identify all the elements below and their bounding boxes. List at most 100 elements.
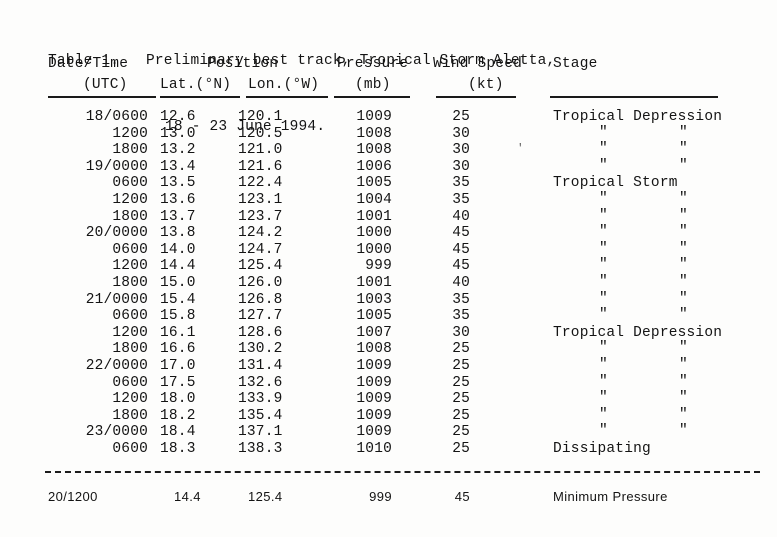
- ditto-icon: ": [599, 340, 608, 357]
- cell-stage-ditto: " ": [553, 190, 773, 208]
- cell-stage-ditto: " ": [553, 340, 773, 357]
- ditto-icon: ": [679, 307, 688, 324]
- cell-latitude: 18.2: [160, 407, 196, 424]
- cell-stage-ditto: " ": [553, 390, 773, 407]
- cell-longitude: 121.0: [238, 142, 283, 159]
- summary-stage: Minimum Pressure: [553, 489, 668, 504]
- cell-pressure: 1001: [356, 208, 392, 225]
- ditto-icon: ": [679, 373, 688, 390]
- cell-wind-speed: 25: [452, 341, 470, 358]
- cell-wind-speed: 25: [452, 407, 470, 424]
- column-header-pressure-unit: (mb): [355, 77, 391, 93]
- header-rule-wind: [436, 96, 516, 98]
- cell-longitude: 122.4: [238, 175, 283, 192]
- cell-datetime: 1800: [112, 274, 148, 291]
- column-header-latitude: Lat.(°N): [160, 77, 232, 93]
- cell-latitude: 13.4: [160, 158, 196, 175]
- cell-wind-speed: 45: [452, 225, 470, 242]
- cell-datetime: 1200: [112, 391, 148, 408]
- ditto-icon: ": [599, 190, 608, 207]
- header-rule-latitude: [160, 96, 240, 98]
- cell-stage-ditto: " ": [553, 240, 773, 258]
- cell-datetime: 1800: [112, 208, 148, 225]
- ditto-icon: ": [679, 157, 688, 174]
- cell-longitude: 138.3: [238, 440, 283, 457]
- cell-datetime: 23/0000: [85, 424, 148, 441]
- table-row: 0600 18.3 138.3 1010 25 Dissipating: [0, 441, 777, 458]
- ditto-icon: ": [599, 390, 608, 407]
- cell-pressure: 1009: [356, 407, 392, 424]
- ditto-icon: ": [599, 356, 608, 373]
- ditto-icon: ": [679, 224, 688, 241]
- table-caption: Table 1. Preliminary best track, Tropica…: [48, 6, 555, 182]
- cell-latitude: 16.6: [160, 341, 196, 358]
- cell-stage-ditto: " ": [553, 257, 773, 274]
- cell-longitude: 127.7: [238, 308, 283, 325]
- cell-datetime: 0600: [112, 241, 148, 258]
- cell-stage-ditto: " ": [553, 207, 773, 225]
- header-rule-datetime: [48, 96, 156, 98]
- ditto-icon: ": [679, 273, 688, 290]
- caption-line-1: Table 1. Preliminary best track, Tropica…: [48, 50, 555, 72]
- table-row: 1200 13.6 123.1 1004 35 " ": [0, 190, 777, 209]
- cell-stage-ditto: " ": [553, 125, 773, 142]
- table-row: 22/0000 17.0 131.4 1009 25 " ": [0, 356, 777, 375]
- cell-pressure: 1010: [356, 440, 392, 457]
- header-rule-pressure: [334, 96, 410, 98]
- cell-latitude: 13.2: [160, 142, 196, 159]
- table-number-label: Table 1.: [48, 53, 120, 69]
- cell-pressure: 1009: [356, 391, 392, 408]
- cell-wind-speed: 35: [452, 175, 470, 192]
- cell-latitude: 16.1: [160, 324, 196, 341]
- cell-wind-speed: 30: [452, 125, 470, 142]
- cell-latitude: 18.0: [160, 391, 196, 408]
- cell-wind-speed: 35: [452, 191, 470, 208]
- cell-stage-ditto: " ": [553, 307, 773, 324]
- cell-wind-speed: 35: [452, 291, 470, 308]
- cell-longitude: 126.0: [238, 274, 283, 291]
- ditto-icon: ": [679, 190, 688, 207]
- ditto-icon: ": [599, 141, 608, 158]
- ditto-icon: ": [679, 290, 688, 307]
- ditto-icon: ": [599, 423, 608, 440]
- column-header-stage: Stage: [553, 56, 598, 72]
- cell-pressure: 1009: [356, 109, 392, 125]
- cell-longitude: 120.5: [238, 125, 283, 142]
- ditto-icon: ": [679, 356, 688, 373]
- table-header: Date/Time (UTC) Position Lat.(°N) Lon.(°…: [0, 56, 777, 102]
- cell-wind-speed: 40: [452, 274, 470, 291]
- ditto-icon: ": [599, 290, 608, 307]
- cell-stage-ditto: " ": [553, 423, 773, 440]
- caption-text: Preliminary best track, Tropical Storm A…: [145, 53, 556, 69]
- cell-longitude: 132.6: [238, 374, 283, 391]
- cell-longitude: 124.2: [238, 225, 283, 242]
- cell-pressure: 1009: [356, 374, 392, 391]
- cell-wind-speed: 25: [452, 440, 470, 457]
- cell-pressure: 1001: [356, 274, 392, 291]
- cell-pressure: 1009: [356, 424, 392, 441]
- cell-wind-speed: 25: [452, 391, 470, 408]
- summary-row: 20/1200 14.4 125.4 999 45 Minimum Pressu…: [0, 489, 777, 509]
- cell-wind-speed: 45: [452, 258, 470, 275]
- table-row: 23/0000 18.4 137.1 1009 25 " ": [0, 423, 777, 441]
- cell-longitude: 121.6: [238, 158, 283, 175]
- table-separator-rule: [45, 471, 760, 473]
- cell-stage: Tropical Storm: [553, 175, 678, 192]
- cell-pressure: 1003: [356, 291, 392, 308]
- cell-pressure: 1004: [356, 191, 392, 208]
- cell-datetime: 0600: [112, 308, 148, 325]
- cell-stage-ditto: " ": [553, 273, 773, 291]
- table-row: 1800 13.2 121.0 1008 30 " " ′: [0, 141, 777, 159]
- cell-wind-speed: 30: [452, 324, 470, 341]
- cell-longitude: 123.1: [238, 191, 283, 208]
- scan-artifact-speck: ′: [517, 143, 524, 156]
- ditto-icon: ": [599, 240, 608, 257]
- ditto-icon: ": [599, 207, 608, 224]
- ditto-icon: ": [599, 257, 608, 274]
- cell-stage-ditto: " ": [553, 224, 773, 241]
- table-row: 18/0600 12.6 120.1 1009 25 Tropical Depressio…: [0, 109, 777, 126]
- cell-pressure: 999: [365, 258, 392, 275]
- cell-datetime: 1800: [112, 407, 148, 424]
- cell-latitude: 18.3: [160, 440, 196, 457]
